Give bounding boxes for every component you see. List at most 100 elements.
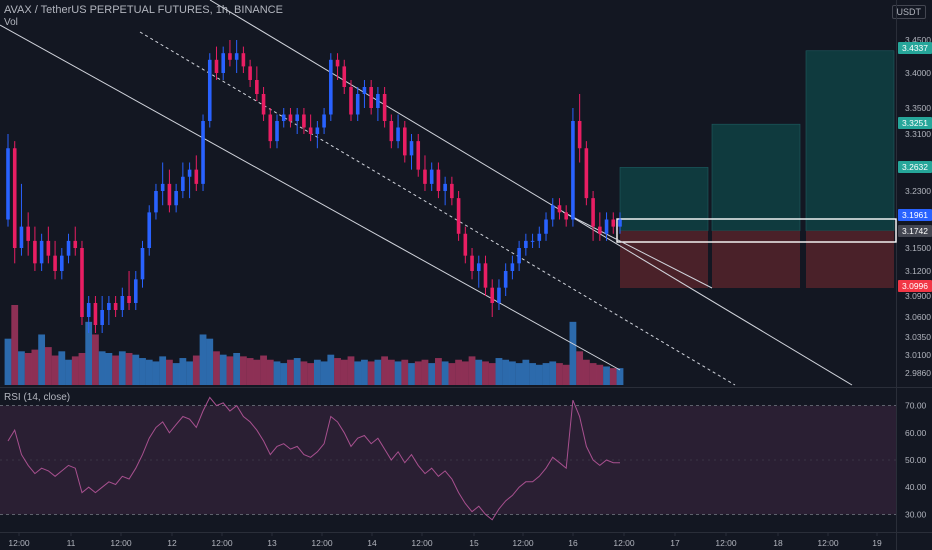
rsi-tick-label: 40.00 (905, 482, 927, 492)
candle-body (281, 114, 286, 121)
time-tick-label: 14 (367, 538, 377, 548)
candle-body (470, 255, 474, 271)
candle-body (490, 287, 495, 303)
volume-bar (556, 363, 563, 385)
volume-bar (428, 363, 436, 385)
volume-bar (609, 368, 617, 385)
volume-bar (455, 359, 462, 385)
price-tick-label: 3.1200 (905, 266, 931, 276)
candle-body (275, 121, 279, 142)
volume-bar (58, 351, 66, 385)
price-tick-label: 3.0100 (905, 350, 931, 360)
volume-bar (213, 351, 220, 385)
candle-body (6, 148, 10, 220)
volume-bar (334, 358, 341, 385)
volume-bar (549, 361, 557, 385)
volume-bar (206, 338, 214, 385)
rsi-tick-label: 60.00 (905, 428, 927, 438)
candle-body (476, 263, 481, 271)
candle-body (80, 248, 84, 317)
volume-bar (71, 356, 79, 385)
time-tick-label: 12:00 (613, 538, 635, 548)
candle-body (557, 205, 562, 213)
volume-bar (192, 355, 200, 385)
volume-bar (515, 363, 523, 385)
channel-mid-line (139, 31, 736, 386)
volume-bar (98, 351, 106, 385)
volume-bar (226, 356, 234, 385)
candle-body (483, 263, 488, 288)
candle-body (322, 114, 326, 128)
volume-bar (421, 359, 429, 385)
candle-body (456, 198, 461, 234)
volume-bar (159, 356, 167, 385)
candle-body (201, 121, 205, 184)
price-tag-label: 3.4337 (902, 43, 928, 53)
volume-bar (44, 347, 52, 385)
candle-body (423, 169, 427, 184)
volume-bar (78, 353, 86, 385)
candle-body (376, 94, 380, 108)
time-tick-label: 18 (773, 538, 783, 548)
volume-bar (401, 359, 409, 385)
volume-bar (495, 358, 503, 385)
candle-body (39, 240, 44, 264)
time-tick-label: 15 (469, 538, 479, 548)
price-tag-label: 3.3251 (902, 118, 928, 128)
candle-body (288, 114, 293, 121)
candle-body (53, 255, 57, 271)
volume-bar (367, 361, 375, 385)
candle-body (409, 141, 414, 156)
price-tick-label: 3.3500 (905, 103, 931, 113)
volume-bar (112, 355, 120, 385)
volume-bar (11, 305, 19, 385)
time-tick-label: 12:00 (311, 538, 333, 548)
channel-lower-line (0, 24, 621, 371)
stop-zone (806, 230, 894, 288)
candle-body (73, 240, 78, 248)
volume-bar (199, 334, 207, 385)
volume-bar (448, 363, 456, 385)
candle-body (591, 198, 595, 227)
price-tag (898, 42, 932, 54)
volume-bar (374, 359, 382, 385)
currency-button[interactable]: USDT (891, 5, 926, 19)
volume-bar (569, 321, 577, 385)
candle-body (181, 176, 185, 191)
price-tag-label: 3.1742 (902, 226, 928, 236)
candle-body (315, 127, 320, 134)
volume-bar (105, 353, 113, 385)
volume-bar (125, 353, 133, 385)
candle-body (207, 59, 212, 121)
candle-body (120, 296, 125, 310)
candle-body (127, 296, 131, 303)
candle-body (463, 233, 468, 256)
volume-bar (340, 359, 348, 385)
volume-bar (508, 361, 516, 385)
volume-bar (529, 363, 536, 385)
candle-body (396, 127, 400, 142)
volume-bar (589, 363, 597, 385)
candle-body (416, 141, 421, 170)
volume-bar (522, 359, 530, 385)
time-tick-label: 16 (568, 538, 578, 548)
price-tag-label: 3.0996 (902, 281, 928, 291)
candle-body (86, 303, 91, 317)
candle-body (19, 226, 24, 248)
target-zone (805, 50, 895, 232)
volume-bar (320, 361, 328, 385)
volume-bar (239, 356, 247, 385)
volume-bar (414, 361, 422, 385)
candle-body (100, 310, 104, 325)
candle-body (550, 205, 555, 220)
candle-body (241, 53, 246, 67)
candle-body (268, 114, 273, 142)
target-zone (711, 123, 801, 232)
candle-body (261, 94, 266, 115)
volume-bar (4, 338, 12, 385)
volume-bar (219, 354, 227, 385)
volume-bar (475, 359, 483, 385)
candle-body (443, 183, 447, 191)
volume-bar (186, 361, 193, 385)
